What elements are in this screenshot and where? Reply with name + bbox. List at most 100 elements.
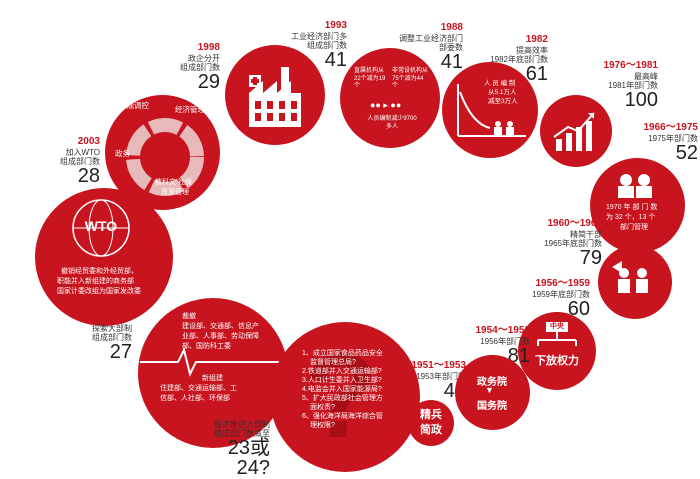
count-1960: 79 bbox=[579, 246, 602, 269]
desc-1998: 政企分开 bbox=[188, 53, 220, 63]
org-chart-icon bbox=[537, 322, 577, 346]
count-1966: 52 bbox=[675, 141, 698, 164]
count-1976: 100 bbox=[624, 88, 658, 111]
desc2-1993: 组成部门数 bbox=[307, 40, 347, 50]
year-1982: 1982 bbox=[525, 34, 548, 45]
people-arrow-icon bbox=[612, 261, 648, 293]
desc-1956: 1959年底部门数 bbox=[532, 289, 590, 299]
pie-wheel-icon bbox=[126, 118, 204, 196]
desc-1966: 1975年部门数 bbox=[648, 133, 698, 143]
label-1976: 1976～1981 最高峰 1981年部门数 100 bbox=[596, 60, 659, 111]
year-2003: 2003 bbox=[77, 136, 100, 147]
text-1982-c2: 从5.1万人 bbox=[488, 89, 517, 96]
wto-text: WTO bbox=[84, 218, 118, 234]
circle-1960 bbox=[598, 245, 672, 319]
circle-1956: 中央 下放权力 bbox=[518, 312, 596, 390]
q-7: 6、强化海洋局海洋综合管 bbox=[302, 413, 383, 420]
desc2-1998: 组成部门数 bbox=[180, 62, 220, 72]
central-box: 中央 bbox=[550, 323, 564, 330]
desc-1988: 调整工业经济部门 bbox=[399, 33, 463, 43]
year-1960: 1960～1965 bbox=[547, 218, 603, 229]
circle-1951-small: 精兵简政 bbox=[408, 400, 454, 446]
desc-2013: 稳步推进大部制 bbox=[214, 419, 270, 429]
q-6: 面权责? bbox=[310, 404, 335, 411]
label-2003: 2003 加入WTO 组成部门数 28 bbox=[40, 136, 100, 186]
text-2008-t1: 裁撤 bbox=[182, 313, 196, 320]
text-2008-n1: 新组建 bbox=[202, 375, 223, 382]
label-1988: 1988 调整工业经济部门 部委数 41 bbox=[395, 22, 463, 72]
label-2013: 2013 稳步推进大部制 组成部门数减至 23或24? bbox=[196, 408, 270, 478]
text-1982-c1: 人 员 编 制 bbox=[484, 80, 516, 87]
year-1998: 1998 bbox=[197, 42, 220, 53]
q-8: 理权限? bbox=[310, 422, 335, 429]
year-1954: 1954～1956 bbox=[475, 325, 531, 336]
text-2008-n2: 住建部、交通运输部、工 bbox=[160, 385, 237, 392]
circle-1993 bbox=[225, 45, 325, 145]
wheel-left: 政务 bbox=[115, 149, 130, 158]
text-2003-l3: 国家计委改组为国家发改委 bbox=[57, 288, 141, 295]
q-0: 1、成立国家食品药品安全 bbox=[302, 350, 383, 357]
text-2008-t4: 部、国防科工委 bbox=[182, 343, 231, 350]
circle-1951: 政务院 ▼ 国务院 bbox=[455, 355, 530, 430]
count-1956: 60 bbox=[567, 297, 590, 320]
arrow-down-icon: ▼ bbox=[485, 385, 494, 395]
circle-1966: 1970 年 部 门 数 为 32 个，13 个 部门管理 bbox=[590, 158, 685, 253]
question-mark-icon: ? bbox=[304, 329, 378, 463]
desc2-1976: 1981年部门数 bbox=[608, 80, 658, 90]
year-1976: 1976～1981 bbox=[603, 60, 659, 71]
desc2-1982: 1982年底部门数 bbox=[490, 54, 548, 64]
text-1988-c3: 人员编制减少9700多人 bbox=[367, 116, 417, 130]
circle-1988: 直属机构从22个减为19个 非常设机构从75个减为44个 ●● ▸ ●● 人员编… bbox=[340, 48, 440, 148]
text-2003-l1: 撤销经贸委和外经贸部， bbox=[61, 268, 138, 275]
decentralize-text: 下放权力 bbox=[535, 355, 579, 367]
q-1: 监督管理总局? bbox=[310, 359, 356, 366]
text-2008-n3: 信部、人社部、环保部 bbox=[160, 395, 230, 402]
growth-chart-icon bbox=[553, 112, 595, 151]
q-3: 3.人口计生委并入卫生部? bbox=[302, 377, 382, 384]
desc-1982: 提高效率 bbox=[516, 45, 548, 55]
chart-down-icon bbox=[457, 84, 526, 137]
zhengwuyuan-label: 政务院 bbox=[477, 377, 507, 388]
count-1988: 41 bbox=[440, 50, 463, 73]
label-1960: 1960～1965 精简干部 1965年底部门数 79 bbox=[538, 218, 602, 268]
label-2008: 2008 探索大部制 组成部门数 27 bbox=[72, 312, 132, 362]
people-icon: ●● ▸ ●● bbox=[370, 100, 402, 110]
count-1982: 61 bbox=[525, 62, 548, 85]
count-2003: 28 bbox=[77, 164, 100, 187]
globe-icon bbox=[72, 199, 130, 257]
q-5: 5、扩大民政部社会管理方 bbox=[302, 395, 383, 402]
wheel-top: 宏观调控 bbox=[119, 101, 149, 110]
jingbing-text: 精兵简政 bbox=[420, 409, 442, 436]
label-1966: 1966～1975 1975年部门数 52 bbox=[632, 122, 699, 164]
factory-icon bbox=[249, 67, 301, 127]
text-1966-c3: 部门管理 bbox=[620, 224, 648, 231]
desc-1976: 最高峰 bbox=[634, 71, 658, 81]
label-1982: 1982 提高效率 1982年底部门数 61 bbox=[488, 34, 548, 84]
desc-1951: 1953年部门数 bbox=[416, 371, 466, 381]
q-2: 2.铁道部并入交通运输部? bbox=[302, 368, 382, 375]
circle-2008: 裁撤 建设部、交通部、信息产 业部、人事部、劳动保障 部、国防科工委 新组建 住… bbox=[138, 298, 288, 448]
year-1988: 1988 bbox=[440, 22, 463, 33]
q-4: 4.电监会并入国家能源局? bbox=[302, 386, 382, 393]
desc-1960: 精简干部 bbox=[570, 229, 602, 239]
label-1998: 1998 政企分开 组成部门数 29 bbox=[160, 42, 220, 92]
label-1956: 1956～1959 1959年底部门数 60 bbox=[520, 278, 590, 319]
guowuyuan-label: 国务院 bbox=[477, 401, 507, 412]
count-2008: 27 bbox=[109, 340, 132, 363]
pulse-line-icon bbox=[140, 347, 288, 377]
desc2-1960: 1965年底部门数 bbox=[544, 238, 602, 248]
circle-1982: 人 员 编 制 从5.1万人 减至3万人 bbox=[442, 62, 538, 158]
circle-2003: WTO 撤销经贸委和外经贸部， 职能并入新组建的商务部 国家计委改组为国家发改委 bbox=[35, 188, 173, 326]
text-1982-c3: 减至3万人 bbox=[488, 98, 518, 105]
text-1988-c1: 直属机构从22个减为19个 bbox=[354, 68, 386, 89]
year-1993: 1993 bbox=[324, 20, 347, 31]
text-1966-c1: 1970 年 部 门 数 bbox=[606, 204, 658, 211]
wheel-bottom1: 教科文 社保 bbox=[155, 179, 192, 186]
text-1988-c2: 非常设机构从75个减为44个 bbox=[392, 68, 429, 89]
desc-1993: 工业经济部门多 bbox=[291, 31, 347, 41]
text-2003-l2: 职能并入新组建的商务部 bbox=[57, 278, 134, 285]
circle-1976 bbox=[540, 95, 612, 167]
circle-2013: ? 1、成立国家食品药品安全 监督管理总局? 2.铁道部并入交通运输部? 3.人… bbox=[270, 322, 420, 472]
desc2-2008: 组成部门数 bbox=[92, 332, 132, 342]
desc-2003: 加入WTO bbox=[65, 147, 100, 157]
